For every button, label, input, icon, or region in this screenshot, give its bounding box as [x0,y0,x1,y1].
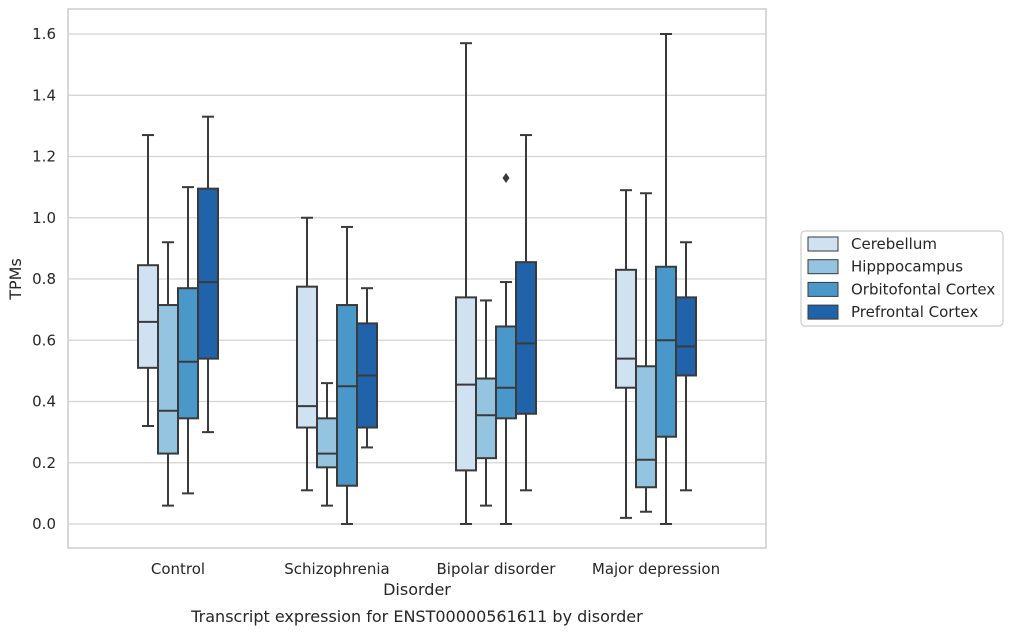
box [336,304,358,487]
box [157,304,179,455]
y-tick-label: 0.2 [32,454,56,472]
x-tick-label: Control [151,560,205,578]
box [655,265,677,438]
box [177,287,199,420]
legend-label: Hipppocampus [851,258,963,276]
series-4 [197,115,697,492]
y-tick-label: 0.6 [32,331,56,349]
y-tick-label: 0.8 [32,270,56,288]
box-group [356,287,378,449]
box [495,325,517,420]
legend-swatch [807,259,839,275]
box-group [296,216,318,492]
y-tick-label: 0.0 [32,515,56,533]
box-group [655,33,677,525]
series-2 [157,192,657,513]
legend-frame [800,230,1004,327]
series-1 [137,42,637,525]
y-tick-label: 0.4 [32,393,56,411]
outlier-point [502,172,510,183]
y-tick-label: 1.0 [32,209,56,227]
legend-swatch [807,281,839,297]
box-group [177,186,199,495]
box-group [137,134,159,427]
box-group [615,189,637,519]
legend: Cerebellum Hipppocampus Orbitofontal Corte… [800,230,1004,327]
series-3 [177,33,677,525]
box-group [316,382,338,507]
legend-label: Cerebellum [851,235,937,253]
box-group [475,299,497,507]
x-tick-label: Bipolar disorder [437,560,557,578]
y-axis-label: TPMs [6,258,25,301]
y-axis-ticks: 0.0 0.2 0.4 0.6 0.8 1.0 1.2 1.4 1.6 [32,25,56,533]
legend-swatch [807,236,839,252]
box [197,187,219,360]
box-group [675,241,697,492]
box [137,264,159,369]
y-tick-label: 1.6 [32,25,56,43]
y-tick-label: 1.4 [32,86,56,104]
plot-frame [67,8,767,549]
box [675,296,697,377]
legend-label: Prefrontal Cortex [851,303,978,321]
legend-swatch [807,304,839,320]
box-group [515,134,537,492]
box [635,365,657,489]
y-tick-label: 1.2 [32,148,56,166]
chart-caption: Transcript expression for ENST0000056161… [190,607,643,626]
box [515,261,537,415]
box-group [336,225,358,525]
x-tick-label: Major depression [592,560,720,578]
box-group [157,241,179,507]
x-axis-label: Disorder [383,580,451,599]
box [316,417,338,469]
box [475,377,497,460]
box [615,268,637,389]
box-series [137,33,697,525]
box-group [495,172,517,525]
box-group [455,42,477,525]
box-group [635,192,657,513]
x-axis-ticks: Control Schizophrenia Bipolar disorder Majo… [151,560,720,578]
legend-label: Orbitofontal Cortex [851,280,995,298]
box [296,285,318,429]
box-group [197,115,219,434]
x-tick-label: Schizophrenia [284,560,389,578]
